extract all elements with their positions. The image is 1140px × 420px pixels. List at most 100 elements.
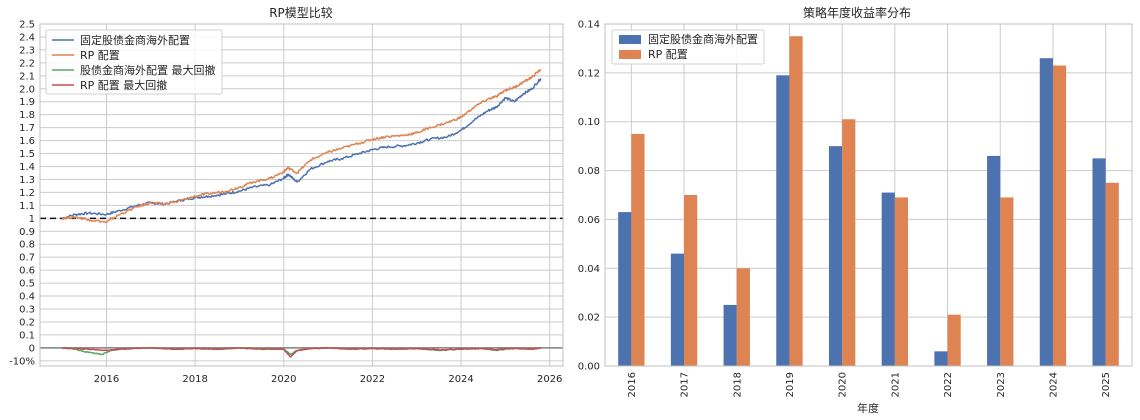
legend-swatch-blue (619, 35, 641, 44)
y-tick-label: 0.08 (578, 166, 600, 177)
line-chart-y-ticks: -10% 0 0.1 0.20.3 0.4 0.5 0.6 0.7 0.8 0.9 1 1.1 1.2 1… (9, 20, 35, 368)
bar (881, 192, 895, 366)
x-tick-label: 2024 (1048, 372, 1059, 397)
bar-chart: 策略年度收益率分布 0.000.020.040.060.080.100.120.… (578, 5, 1133, 415)
y-tick-label: 0.3 (19, 305, 35, 316)
line-series (61, 347, 541, 358)
x-tick-label: 2024 (448, 374, 473, 385)
y-tick-label: 0.04 (578, 264, 600, 275)
bar-chart-bars (618, 36, 1119, 367)
series-line (62, 78, 542, 220)
line-chart-frame (39, 23, 564, 367)
y-tick-label: 0.7 (19, 253, 35, 264)
bar-chart-frame (604, 23, 1133, 367)
x-tick-label: 2023 (996, 372, 1007, 397)
legend-box (45, 29, 223, 95)
y-tick-label: 1.9 (19, 97, 35, 108)
bar (618, 212, 632, 366)
bar-chart-title: 策略年度收益率分布 (803, 5, 911, 20)
y-tick-label: 0.9 (19, 227, 35, 238)
line-chart-x-ticks: 2016 2018 2020 2022 2024 2026 (94, 374, 563, 385)
y-tick-label: 1.6 (19, 136, 35, 147)
y-tick-label: 2.0 (19, 84, 35, 95)
bar-chart-x-label: 年度 (857, 401, 879, 415)
x-tick-label: 2016 (94, 374, 119, 385)
x-tick-label: 2019 (785, 372, 796, 397)
legend-box (611, 29, 765, 65)
y-tick-label: -10% (9, 356, 35, 367)
y-tick-label: 0.12 (578, 68, 600, 79)
bar-chart-legend: 固定股债金商海外配置 RP 配置 (611, 29, 765, 65)
y-tick-label: 1.7 (19, 123, 35, 134)
bar (1052, 65, 1067, 367)
legend-label: 股债金商海外配置 最大回撤 (80, 63, 216, 77)
bar (1105, 182, 1119, 366)
y-tick-label: 0.2 (19, 317, 35, 328)
y-tick-label: 0.6 (19, 266, 35, 277)
y-tick-label: 0.02 (578, 313, 600, 324)
bar (1000, 197, 1014, 366)
bar (736, 268, 750, 366)
bar-chart-y-ticks: 0.00 0.02 0.04 0.06 0.08 0.10 0.12 0.14 (578, 20, 600, 373)
line-chart: RP模型比较 -10% 0 0.1 0.20.3 0.4 0.5 0.6 0.7 0.8 0.9 1… (9, 5, 564, 385)
x-tick-label: 2020 (838, 372, 849, 397)
x-tick-label: 2022 (943, 372, 954, 397)
bar (723, 304, 737, 366)
y-tick-label: 1.5 (19, 149, 35, 160)
y-tick-label: 1.1 (19, 201, 35, 212)
x-tick-label: 2025 (1101, 372, 1112, 397)
y-tick-label: 0.06 (578, 215, 600, 226)
y-tick-label: 2.2 (19, 58, 35, 69)
x-tick-label: 2022 (360, 374, 385, 385)
y-tick-label: 0.8 (19, 240, 35, 251)
line-chart-legend: 固定股债金商海外配置 RP 配置 股债金商海外配置 最大回撤 RP 配置 最大回… (45, 29, 223, 95)
series-line (61, 68, 542, 224)
y-tick-label: 0.10 (578, 117, 600, 128)
x-tick-label: 2026 (537, 374, 562, 385)
line-series (61, 68, 542, 224)
y-tick-label: 0.14 (578, 20, 600, 31)
bar (842, 119, 856, 367)
bar (789, 36, 803, 366)
y-tick-label: 0.4 (19, 292, 35, 303)
bar (684, 195, 698, 366)
x-tick-label: 2018 (182, 374, 207, 385)
bar (1039, 58, 1053, 366)
y-tick-label: 0.00 (578, 362, 600, 373)
x-tick-label: 2016 (627, 372, 638, 397)
legend-swatch-orange (619, 50, 641, 59)
x-tick-label: 2021 (890, 372, 901, 397)
legend-label: RP 配置 (648, 48, 688, 61)
legend-label: RP 配置 (80, 49, 120, 62)
bar-chart-x-ticks: 2016 2017 2018 2019 2020 2021 2022 2023 2024 2025 (627, 372, 1112, 397)
y-tick-label: 2.1 (19, 71, 35, 82)
y-tick-label: 0.1 (19, 330, 35, 341)
y-tick-label: 0.5 (19, 279, 35, 290)
x-tick-label: 2017 (680, 372, 691, 397)
y-tick-label: 1.3 (19, 175, 35, 186)
line-chart-grid (40, 23, 563, 366)
reference-line (40, 217, 563, 349)
bar (934, 351, 948, 366)
bar (776, 75, 790, 367)
y-tick-label: 1.4 (19, 162, 35, 173)
legend-label: 固定股债金商海外配置 (648, 32, 758, 46)
y-tick-label: 2.3 (19, 45, 35, 56)
bar (1092, 158, 1106, 366)
bar (631, 133, 645, 366)
y-tick-label: 1 (29, 214, 35, 225)
x-tick-label: 2020 (271, 374, 296, 385)
line-series (62, 78, 542, 220)
bar (894, 197, 909, 366)
y-tick-label: 1.2 (19, 188, 35, 199)
y-tick-label: 1.8 (19, 110, 35, 121)
bar (828, 146, 843, 366)
series-line (61, 347, 541, 358)
bar (947, 314, 961, 366)
bar (670, 253, 685, 366)
bar (987, 155, 1001, 366)
y-tick-label: 0 (29, 343, 35, 354)
line-chart-title: RP模型比较 (269, 5, 333, 20)
y-tick-label: 2.5 (19, 20, 35, 31)
